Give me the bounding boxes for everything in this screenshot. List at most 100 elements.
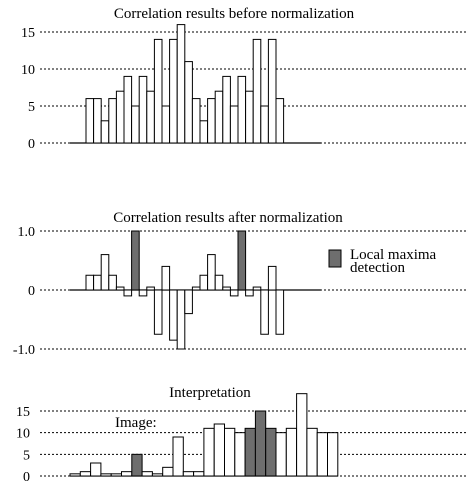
- bar: [138, 289, 148, 297]
- bar: [267, 38, 277, 144]
- bar: [316, 432, 329, 477]
- bar: [93, 274, 102, 291]
- bar: [161, 105, 171, 144]
- bar: [224, 427, 236, 477]
- bar: [252, 38, 262, 144]
- bar: [207, 254, 216, 291]
- bar-local-maximum: [244, 427, 256, 477]
- bar: [100, 120, 110, 144]
- bar: [191, 286, 201, 291]
- bar: [131, 105, 140, 144]
- bar: [191, 98, 201, 144]
- legend-swatch: [328, 249, 342, 268]
- bar: [213, 423, 225, 477]
- bar: [169, 289, 178, 341]
- bar: [237, 75, 247, 144]
- bar: [245, 90, 254, 144]
- bar: [85, 274, 95, 291]
- bar: [108, 274, 117, 291]
- bar: [141, 471, 153, 477]
- y-tick-label: 15: [21, 26, 35, 41]
- bar: [146, 286, 155, 291]
- bar: [229, 289, 239, 297]
- chart-before-normalization: Correlation results before normalization…: [21, 6, 468, 152]
- bar: [193, 471, 205, 477]
- y-tick-label: 10: [16, 427, 30, 442]
- bar: [199, 274, 209, 291]
- bar: [222, 286, 231, 291]
- bar: [121, 471, 133, 477]
- bar: [176, 24, 186, 144]
- bar: [285, 427, 298, 477]
- bar: [260, 289, 269, 335]
- legend: Local maxima detection: [328, 247, 437, 276]
- bar: [169, 38, 178, 144]
- legend-label: Local maxima: [350, 247, 437, 263]
- bar: [275, 432, 287, 477]
- bar: [306, 427, 318, 477]
- bar: [69, 473, 81, 477]
- bar: [162, 466, 174, 477]
- bar: [172, 436, 184, 477]
- bar: [207, 98, 216, 144]
- y-tick-label: 1.0: [18, 225, 36, 240]
- bar: [245, 289, 254, 297]
- bar: [275, 98, 285, 144]
- y-tick-label: 5: [23, 448, 30, 463]
- bar: [85, 98, 95, 144]
- bar: [115, 286, 125, 291]
- bar-local-maximum: [131, 453, 143, 477]
- bar: [184, 61, 193, 144]
- bar: [146, 90, 155, 144]
- bar: [108, 98, 117, 144]
- bar: [153, 289, 163, 335]
- bar: [229, 105, 239, 144]
- bar: [90, 462, 102, 477]
- chart-title: Correlation results after normalization: [113, 210, 343, 226]
- bar: [275, 289, 285, 335]
- bar: [153, 38, 163, 144]
- bar: [184, 289, 193, 315]
- bar: [214, 274, 224, 291]
- bar: [214, 90, 224, 144]
- bar: [100, 473, 112, 477]
- bar: [260, 105, 269, 144]
- bar: [176, 289, 186, 350]
- bar-local-maximum: [254, 410, 267, 477]
- bar: [93, 98, 102, 144]
- bar: [138, 75, 148, 144]
- bar: [203, 427, 215, 477]
- y-tick-label: 0: [23, 470, 30, 482]
- image-label: Image:: [115, 415, 157, 431]
- bar: [222, 75, 231, 144]
- bar: [182, 471, 195, 477]
- bar-local-maximum: [237, 230, 247, 291]
- y-tick-label: 5: [28, 100, 35, 115]
- bar: [199, 120, 209, 144]
- bar: [252, 286, 262, 291]
- chart-title: Interpretation: [169, 385, 251, 401]
- y-tick-label: 10: [21, 63, 35, 78]
- bar-local-maximum: [265, 427, 277, 477]
- bar: [267, 265, 277, 291]
- bar-local-maximum: [131, 230, 140, 291]
- bar: [100, 254, 110, 291]
- bar: [79, 471, 92, 477]
- bar: [151, 473, 164, 477]
- y-tick-label: 0: [28, 284, 35, 299]
- bar: [115, 90, 125, 144]
- chart-interpretation: Interpretation Image: 15 10 5 0: [16, 385, 468, 482]
- y-tick-label: -1.0: [13, 343, 35, 358]
- bar: [123, 289, 133, 297]
- bar: [234, 432, 246, 477]
- bar: [123, 75, 133, 144]
- bar: [296, 393, 308, 477]
- y-tick-label: 0: [28, 137, 35, 152]
- legend-label: detection: [350, 260, 405, 276]
- y-tick-label: 15: [16, 405, 30, 420]
- bar: [110, 473, 122, 477]
- bar: [327, 432, 339, 477]
- chart-after-normalization: Correlation results after normalization …: [13, 210, 468, 358]
- bar: [161, 265, 171, 291]
